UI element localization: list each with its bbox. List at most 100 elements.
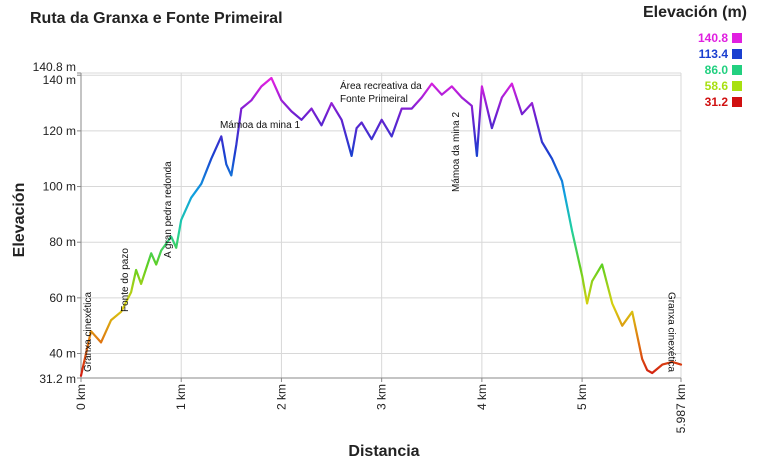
elevation-point bbox=[300, 118, 303, 121]
y-tick-label: 31.2 m bbox=[39, 372, 76, 386]
elevation-point bbox=[661, 363, 664, 366]
annotation-label: Granxa cinexética bbox=[83, 292, 94, 372]
elevation-point bbox=[651, 372, 654, 374]
elevation-point bbox=[551, 157, 553, 160]
elevation-point bbox=[631, 310, 633, 313]
elevation-point bbox=[476, 155, 478, 157]
x-axis-label: Distancia bbox=[348, 443, 419, 460]
x-tick-label: 4 km bbox=[475, 384, 489, 410]
elevation-point bbox=[260, 85, 263, 88]
elevation-point bbox=[420, 96, 423, 99]
elevation-point bbox=[390, 135, 393, 138]
elevation-point bbox=[350, 155, 353, 157]
elevation-point bbox=[491, 127, 493, 129]
legend-item: 140.8 bbox=[698, 30, 742, 46]
legend-swatch bbox=[732, 97, 742, 107]
elevation-point bbox=[110, 319, 112, 321]
annotation-label: Mámoa da mina 2 bbox=[451, 112, 462, 192]
elevation-point bbox=[225, 163, 228, 166]
elevation-point bbox=[170, 235, 172, 238]
elevation-series bbox=[79, 76, 683, 377]
legend-value: 58.6 bbox=[704, 79, 728, 93]
y-tick-label: 140.8 m bbox=[33, 60, 76, 74]
elevation-point bbox=[150, 252, 152, 255]
elevation-point bbox=[511, 82, 513, 85]
elevation-point bbox=[250, 99, 253, 102]
elevation-point bbox=[430, 82, 433, 85]
legend: 140.8 113.4 86.0 58.6 31.2 bbox=[698, 30, 742, 110]
elevation-point bbox=[280, 99, 283, 102]
elevation-point bbox=[180, 219, 183, 221]
legend-item: 31.2 bbox=[698, 94, 742, 110]
y-axis-label: Elevación bbox=[11, 183, 28, 258]
axes bbox=[77, 72, 682, 382]
elevation-point bbox=[461, 96, 463, 99]
elevation-point bbox=[591, 280, 593, 282]
elevation-point bbox=[80, 374, 82, 377]
elevation-point bbox=[320, 124, 323, 127]
legend-item: 58.6 bbox=[698, 78, 742, 94]
elevation-point bbox=[561, 180, 563, 182]
elevation-point bbox=[340, 118, 343, 121]
y-tick-label: 140 m bbox=[43, 73, 76, 87]
annotation-label: Área recreativa da Fonte Primeiral bbox=[340, 79, 422, 105]
elevation-point bbox=[451, 85, 453, 88]
elevation-point bbox=[360, 121, 363, 124]
elevation-point bbox=[680, 363, 682, 366]
elevation-point bbox=[270, 77, 273, 79]
elevation-point bbox=[220, 135, 223, 138]
elevation-point bbox=[641, 358, 644, 360]
elevation-point bbox=[240, 107, 243, 110]
elevation-point bbox=[531, 102, 533, 104]
x-tick-label: 2 km bbox=[274, 384, 288, 410]
legend-swatch bbox=[732, 65, 742, 75]
legend-title: Elevación (m) bbox=[642, 4, 747, 21]
x-tick-label: 0 km bbox=[74, 384, 88, 410]
x-tick-label: 3 km bbox=[375, 384, 389, 410]
legend-item: 113.4 bbox=[698, 46, 742, 62]
y-tick-label: 40 m bbox=[49, 347, 76, 361]
elevation-point bbox=[471, 105, 473, 107]
elevation-point bbox=[140, 283, 142, 285]
elevation-point bbox=[200, 182, 203, 185]
annotation-label: Granxa cinexética bbox=[665, 292, 676, 372]
elevation-point bbox=[190, 196, 193, 199]
elevation-point bbox=[210, 157, 213, 160]
elevation-point bbox=[571, 230, 573, 232]
elevation-point bbox=[290, 110, 293, 113]
elevation-line bbox=[79, 76, 683, 377]
legend-swatch bbox=[732, 81, 742, 91]
annotation-label: Fonte do pazo bbox=[120, 248, 131, 312]
annotation-label: Mámoa da mina 1 bbox=[220, 120, 300, 131]
elevation-point bbox=[230, 174, 233, 177]
chart-title: Ruta da Granxa e Fonte Primeiral bbox=[30, 10, 283, 27]
elevation-point bbox=[440, 93, 443, 96]
legend-value: 86.0 bbox=[704, 63, 728, 77]
elevation-point bbox=[370, 138, 373, 141]
elevation-point bbox=[135, 269, 137, 271]
legend-value: 113.4 bbox=[698, 47, 728, 61]
elevation-point bbox=[90, 330, 92, 333]
elevation-point bbox=[355, 127, 358, 129]
elevation-point bbox=[330, 102, 333, 104]
elevation-point bbox=[621, 324, 623, 327]
elevation-point bbox=[310, 107, 313, 110]
elevation-point bbox=[521, 113, 523, 115]
annotations: Granxa cinexética Fonte do pazo A gran ped… bbox=[83, 79, 676, 372]
elevation-point bbox=[586, 302, 588, 305]
elevation-point bbox=[410, 107, 413, 110]
elevation-point bbox=[601, 263, 603, 266]
elevation-point bbox=[671, 361, 674, 363]
elevation-point bbox=[611, 302, 613, 305]
y-tick-label: 60 m bbox=[49, 291, 76, 305]
elevation-point bbox=[235, 143, 238, 146]
elevation-point bbox=[581, 274, 583, 277]
elevation-point bbox=[155, 263, 157, 266]
elevation-point bbox=[160, 249, 162, 252]
elevation-point bbox=[400, 107, 403, 110]
elevation-point bbox=[130, 291, 132, 294]
y-tick-label: 100 m bbox=[43, 180, 76, 194]
legend-value: 31.2 bbox=[704, 95, 728, 109]
elevation-point bbox=[541, 141, 543, 143]
